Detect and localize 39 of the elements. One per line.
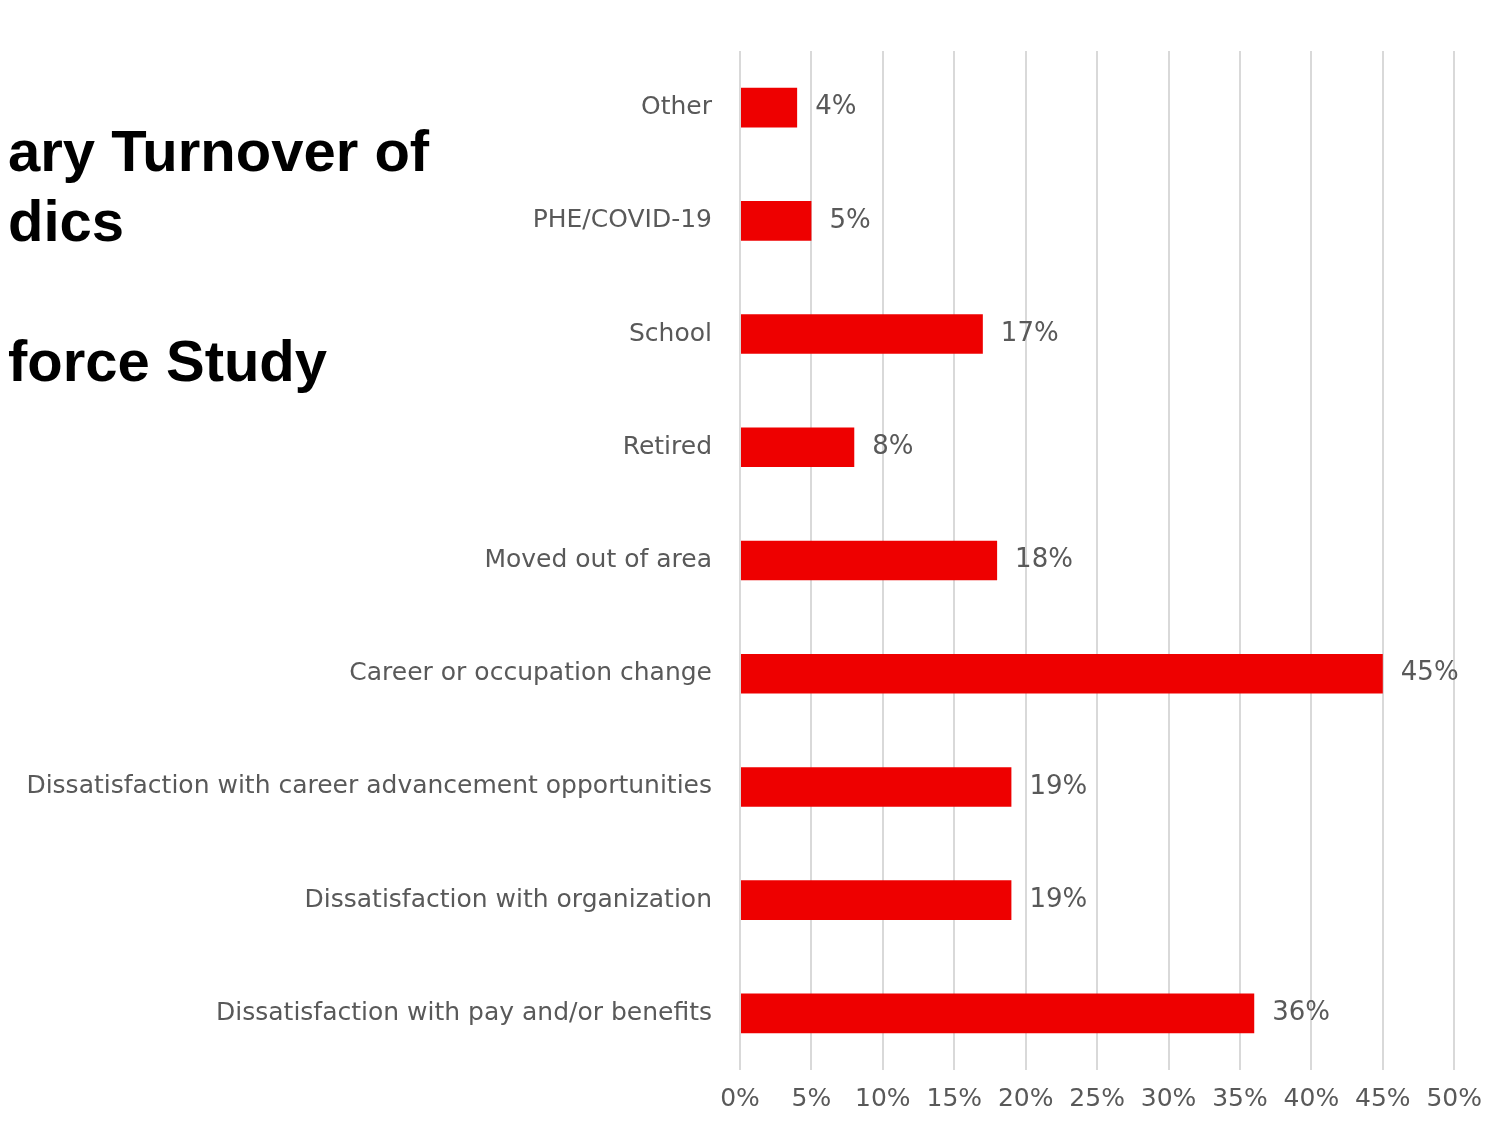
data-label: 17%	[1000, 316, 1059, 347]
x-tick-label: 40%	[1283, 1082, 1340, 1112]
x-tick-label: 30%	[1140, 1082, 1197, 1112]
bar	[741, 767, 1012, 807]
x-tick-label: 35%	[1212, 1082, 1268, 1112]
bar	[741, 427, 855, 468]
bar	[741, 314, 983, 354]
x-tick-label: 0%	[720, 1082, 760, 1112]
y-tick-label: School	[629, 317, 712, 347]
y-tick-label: Career or occupation change	[349, 657, 712, 687]
data-label: 18%	[1015, 543, 1073, 574]
data-label: 19%	[1029, 769, 1088, 800]
bar	[741, 201, 812, 241]
x-tick-label: 45%	[1355, 1082, 1411, 1112]
x-tick-label: 50%	[1426, 1082, 1483, 1112]
data-label: 45%	[1400, 656, 1459, 687]
y-tick-label: PHE/COVID-19	[532, 204, 712, 234]
bar	[741, 87, 798, 128]
data-label: 4%	[815, 90, 857, 121]
x-tick-label: 15%	[926, 1082, 983, 1112]
y-tick-label: Retired	[622, 430, 712, 460]
x-tick-label: 10%	[855, 1082, 911, 1112]
chart-title: ary Turnover of dics force Study	[8, 118, 430, 393]
bar	[741, 540, 998, 581]
y-tick-label: Other	[641, 91, 713, 121]
bar	[741, 880, 1012, 920]
data-label: 36%	[1272, 996, 1331, 1027]
x-tick-label: 5%	[791, 1082, 832, 1112]
x-tick-label: 25%	[1069, 1082, 1125, 1112]
x-tick-label: 20%	[997, 1082, 1054, 1112]
y-tick-label: Dissatisfaction with organization	[304, 883, 712, 913]
data-label: 19%	[1029, 882, 1088, 913]
data-label: 5%	[829, 203, 871, 234]
y-tick-label: Moved out of area	[484, 544, 712, 573]
bar	[741, 653, 1383, 694]
data-label: 8%	[872, 430, 914, 461]
y-tick-label: Dissatisfaction with career advancement opportunities	[26, 770, 712, 800]
bar	[741, 993, 1255, 1034]
y-tick-label: Dissatisfaction with pay and/or benefits	[216, 996, 712, 1026]
